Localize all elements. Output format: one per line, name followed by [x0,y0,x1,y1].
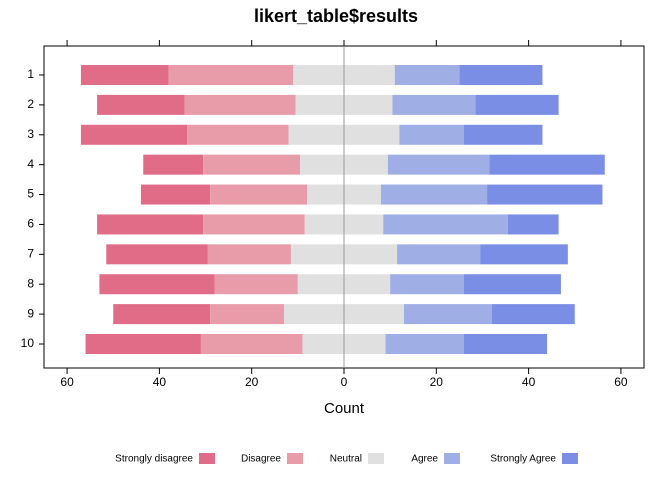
bar-segment [459,65,543,85]
bar-segment [464,274,561,295]
legend-swatch [444,453,460,464]
bar-segment [399,124,464,145]
x-tick-label: 20 [245,375,259,389]
bar-segment [143,154,204,175]
y-tick-label: 4 [27,157,34,171]
bar-segment [210,304,284,325]
bar-segment [187,124,289,145]
legend-label: Strongly Agree [490,454,556,465]
x-tick-label: 60 [60,375,74,389]
bar-segment [464,124,543,145]
bar-segment [383,214,508,235]
x-axis-label: Count [324,400,365,417]
bar-segment [80,124,188,145]
bar-segment [214,274,298,295]
y-tick-label: 6 [27,217,34,231]
bar-segment [385,334,464,354]
bar-segment [140,184,211,205]
legend-swatch [562,453,578,464]
legend-label: Disagree [241,454,281,465]
bar-segment [491,304,575,325]
bar-segment [200,334,303,354]
y-tick-label: 2 [27,97,34,111]
x-tick-label: 40 [153,375,167,389]
y-tick-label: 7 [27,247,34,261]
bar-segment [464,334,548,354]
bar-segment [168,65,294,85]
bar-segment [397,244,481,265]
bar-segment [203,214,305,235]
y-tick-label: 3 [27,127,34,141]
bar-segment [480,244,568,265]
y-tick-label: 8 [27,276,34,290]
bar-segment [404,304,492,325]
bar-segment [487,184,603,205]
bar-segment [184,94,296,115]
y-tick-label: 1 [27,67,34,81]
bar-segment [394,65,460,85]
y-tick-label: 5 [27,187,34,201]
bar-segment [99,274,215,295]
bar-segment [97,214,204,235]
bar-segment [106,244,208,265]
x-tick-label: 60 [614,375,628,389]
legend-label: Agree [411,454,438,465]
legend-label: Neutral [330,454,362,465]
bar-segment [489,154,605,175]
bar-segment [113,304,211,325]
bar-segment [392,94,476,115]
x-tick-label: 20 [430,375,444,389]
legend-swatch [368,453,384,464]
y-tick-label: 10 [21,336,35,350]
bar-segment [390,274,464,295]
x-tick-label: 0 [341,375,348,389]
bar-segment [507,214,559,235]
bar-segment [475,94,559,115]
x-tick-label: 40 [522,375,536,389]
legend-swatch [199,453,215,464]
bar-segment [97,94,185,115]
bar-segment [80,65,169,85]
bar-segment [85,334,201,354]
bar-segment [380,184,488,205]
legend-label: Strongly disagree [115,454,193,465]
chart-title: likert_table$results [254,6,418,26]
bar-segment [207,244,291,265]
legend-swatch [287,453,303,464]
bar-segment [387,154,490,175]
bar-segment [203,154,301,175]
bar-segment [210,184,308,205]
y-tick-label: 9 [27,306,34,320]
